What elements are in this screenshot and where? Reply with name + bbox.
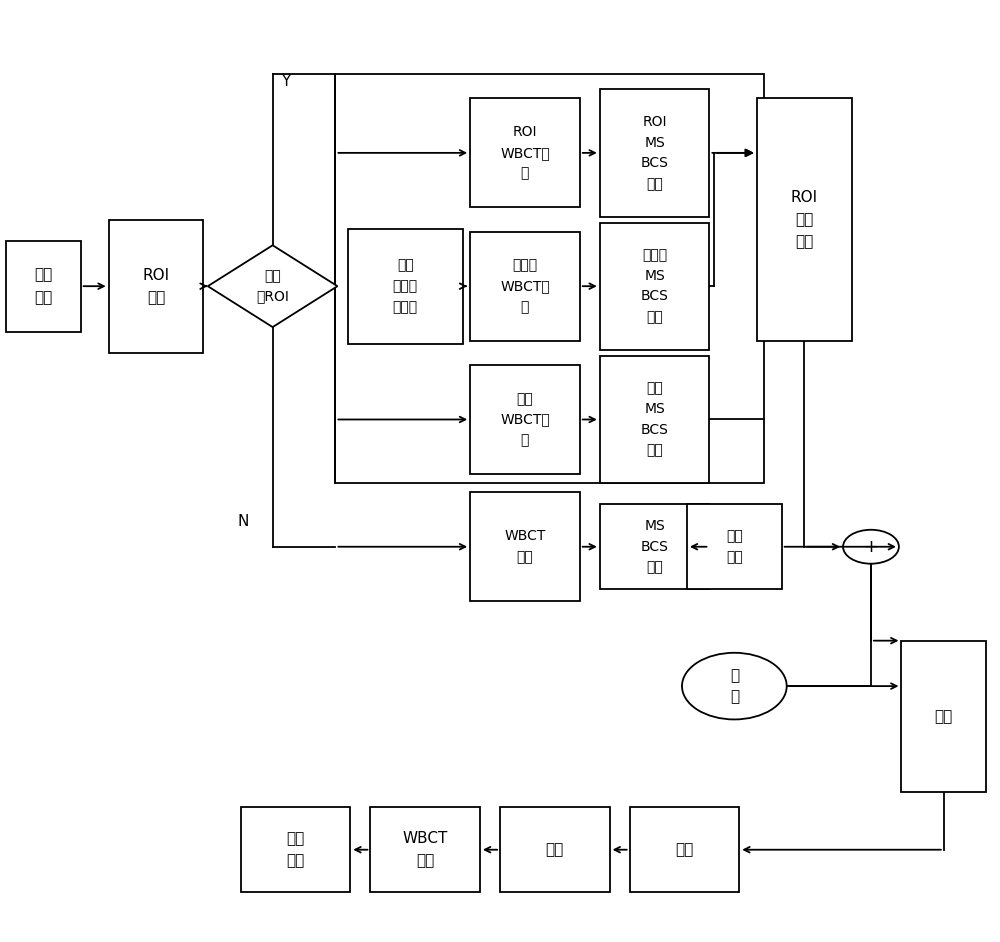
Bar <box>348 229 463 344</box>
Text: 背景
WBCT分
解: 背景 WBCT分 解 <box>500 392 550 447</box>
Text: 过渡带
WBCT分
解: 过渡带 WBCT分 解 <box>500 259 550 314</box>
Text: 检测
出ROI: 检测 出ROI <box>256 268 289 303</box>
Bar <box>470 493 580 601</box>
Bar <box>241 807 350 892</box>
Text: 计算
过渡带
压缩率: 计算 过渡带 压缩率 <box>393 259 418 314</box>
Circle shape <box>843 529 899 563</box>
Bar <box>370 807 480 892</box>
Text: Y: Y <box>281 74 290 89</box>
Bar <box>109 219 203 353</box>
Bar <box>600 504 709 589</box>
Bar <box>757 98 852 341</box>
Bar <box>600 356 709 483</box>
Bar <box>687 504 782 589</box>
Text: ROI
WBCT分
解: ROI WBCT分 解 <box>500 125 550 181</box>
Text: MS
BCS
测量: MS BCS 测量 <box>641 519 669 575</box>
Text: N: N <box>238 513 249 528</box>
Bar <box>335 74 764 483</box>
Bar <box>600 89 709 217</box>
Bar <box>500 807 610 892</box>
Text: 过渡带
MS
BCS
测量: 过渡带 MS BCS 测量 <box>641 249 669 324</box>
Bar <box>470 232 580 341</box>
Text: ROI
MS
BCS
测量: ROI MS BCS 测量 <box>641 115 669 191</box>
Bar <box>600 222 709 349</box>
Text: 重构: 重构 <box>546 842 564 857</box>
Text: WBCT
合成: WBCT 合成 <box>403 831 448 869</box>
Text: 传输: 传输 <box>935 709 953 723</box>
Bar <box>6 241 81 332</box>
Text: 干
扰: 干 扰 <box>730 668 739 704</box>
Bar <box>630 807 739 892</box>
Ellipse shape <box>682 653 787 720</box>
Text: 解码: 解码 <box>675 842 694 857</box>
Bar <box>901 641 986 792</box>
Text: 原始
图像: 原始 图像 <box>34 268 52 305</box>
Text: +: + <box>863 538 878 556</box>
Bar <box>470 98 580 207</box>
Text: 渐进
编码: 渐进 编码 <box>726 529 743 564</box>
Polygon shape <box>208 245 337 327</box>
Text: 背景
MS
BCS
测量: 背景 MS BCS 测量 <box>641 382 669 458</box>
Text: ROI
优先
编码: ROI 优先 编码 <box>791 190 818 250</box>
Text: ROI
检测: ROI 检测 <box>142 268 170 305</box>
Text: WBCT
分解: WBCT 分解 <box>504 529 546 564</box>
Bar <box>470 365 580 474</box>
Text: 重构
图像: 重构 图像 <box>286 831 305 869</box>
